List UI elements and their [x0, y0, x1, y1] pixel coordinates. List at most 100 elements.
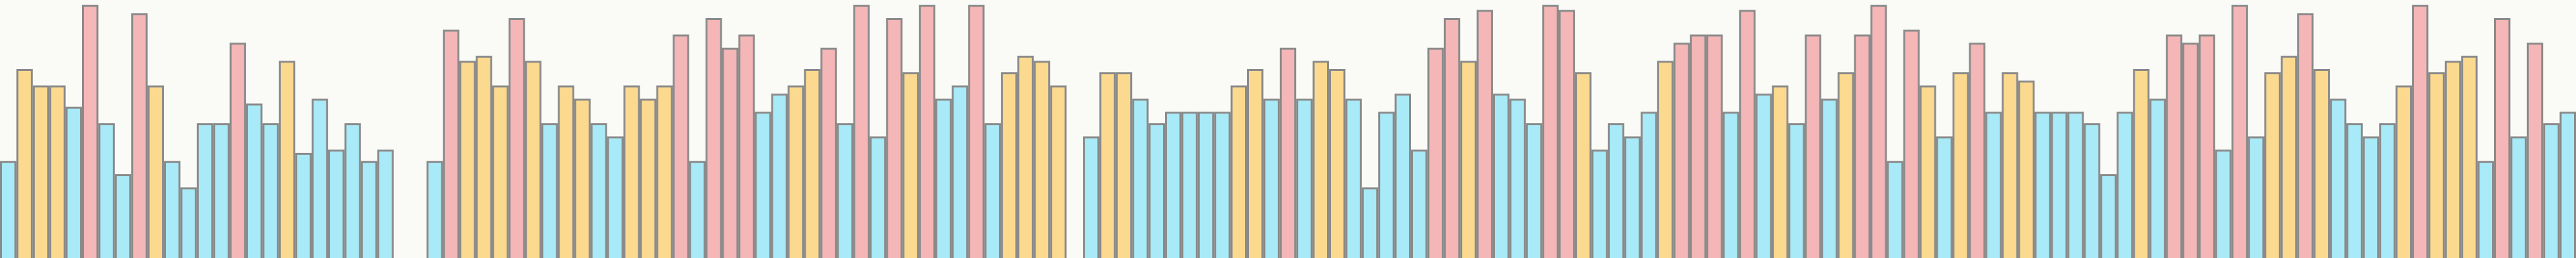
bar — [2297, 13, 2314, 258]
bar — [1591, 149, 1608, 258]
bar — [2346, 123, 2363, 258]
bar — [558, 85, 574, 258]
bar — [1985, 112, 2002, 258]
bar — [2100, 174, 2117, 258]
bar — [163, 161, 181, 258]
bar — [804, 69, 821, 258]
bar — [1838, 72, 1854, 258]
bar — [2428, 72, 2445, 258]
bar — [1328, 69, 1346, 258]
bar — [114, 174, 132, 258]
bar — [984, 123, 1001, 258]
bar — [2313, 69, 2330, 258]
bar — [1427, 47, 1444, 258]
bar — [1247, 69, 1264, 258]
bar — [2166, 34, 2183, 258]
bar — [0, 161, 17, 258]
bar — [98, 123, 115, 258]
bar — [853, 5, 870, 258]
bar — [2133, 69, 2150, 258]
bar — [968, 5, 985, 258]
bar — [1197, 112, 1215, 258]
bar — [1443, 18, 1461, 258]
bar — [443, 29, 460, 258]
bar — [1640, 112, 1657, 258]
bar — [1083, 136, 1100, 258]
bar — [1805, 34, 1821, 258]
bar — [1263, 98, 1280, 258]
bar — [2084, 123, 2100, 258]
bar — [2215, 149, 2232, 258]
bar — [1525, 123, 1543, 258]
bar — [623, 85, 640, 258]
bar — [738, 34, 755, 258]
bar — [869, 136, 886, 258]
bar — [1903, 29, 1920, 258]
bar — [1936, 136, 1953, 258]
bar — [2510, 136, 2527, 258]
bar — [1099, 72, 1116, 258]
bar — [1279, 47, 1297, 258]
bar — [2264, 72, 2281, 258]
bar — [2248, 136, 2265, 258]
bar — [147, 85, 164, 258]
bar — [2379, 123, 2396, 258]
bar — [361, 161, 378, 258]
bar — [246, 103, 263, 258]
bar — [476, 55, 492, 258]
bar — [1165, 112, 1182, 258]
bar — [1788, 123, 1805, 258]
bar — [722, 47, 738, 258]
bar — [1378, 112, 1395, 258]
bar — [2543, 123, 2560, 258]
bar — [837, 123, 853, 258]
bar — [1558, 10, 1575, 258]
bar — [771, 94, 788, 258]
bar — [2461, 55, 2478, 258]
bar — [1148, 123, 1166, 258]
bar — [689, 161, 706, 258]
bar — [2149, 98, 2166, 258]
bar — [705, 18, 722, 258]
bar — [1969, 43, 1985, 258]
bar — [2182, 43, 2199, 258]
bar — [1673, 43, 1690, 258]
bar — [902, 72, 919, 258]
bar — [1887, 161, 1903, 258]
bar — [2067, 112, 2084, 258]
bar — [1575, 72, 1592, 258]
bar — [2395, 85, 2413, 258]
bar — [1394, 94, 1411, 258]
bar — [1214, 112, 1231, 258]
bar — [574, 98, 591, 258]
bar — [755, 112, 771, 258]
bar — [886, 18, 903, 258]
bar — [229, 43, 246, 258]
bar — [2330, 98, 2347, 258]
bar — [180, 187, 197, 258]
bar — [640, 98, 656, 258]
bar — [1607, 123, 1625, 258]
bar — [2494, 18, 2511, 258]
bar — [278, 61, 296, 258]
bar — [1739, 10, 1756, 258]
bar — [2559, 112, 2576, 258]
bar — [2231, 5, 2248, 258]
bar — [213, 123, 230, 258]
bar — [2116, 112, 2133, 258]
bar — [311, 98, 328, 258]
bar — [1230, 85, 1248, 258]
bar — [2002, 72, 2018, 258]
bar — [2034, 112, 2051, 258]
bar — [1755, 94, 1772, 258]
bar — [656, 85, 673, 258]
bar — [426, 161, 443, 258]
bar — [1690, 34, 1707, 258]
bar — [32, 85, 50, 258]
bar — [1410, 149, 1428, 258]
bar — [2444, 61, 2462, 258]
bar — [2477, 161, 2495, 258]
bar — [16, 69, 33, 258]
bar — [49, 85, 66, 258]
